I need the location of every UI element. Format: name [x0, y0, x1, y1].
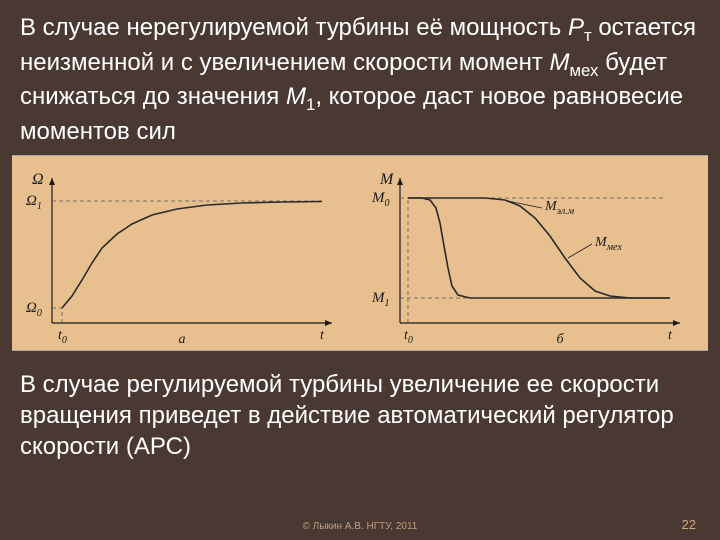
top-text-a: В случае нерегулируемой турбины её мощно… [20, 14, 568, 41]
svg-text:t: t [320, 328, 325, 343]
var-Mmex-sub: мех [570, 60, 599, 79]
svg-text:Mмех: Mмех [594, 235, 622, 253]
var-Mmex: M [550, 49, 570, 76]
chart-b-wrap: M M0 M1 Mэл.м Mмех t0 t б [370, 168, 698, 348]
svg-text:t0: t0 [58, 328, 67, 346]
footer-credit: © Лыкин А.В. НГТУ, 2011 [0, 521, 720, 532]
charts-panel: Ω Ω1 Ω0 t0 t а M M0 M1 Mэл.м Mмех t0 t б [12, 155, 708, 351]
svg-text:Mэл.м: Mэл.м [544, 199, 575, 217]
page-number: 22 [682, 517, 696, 532]
top-paragraph: В случае нерегулируемой турбины её мощно… [0, 0, 720, 155]
svg-text:M1: M1 [371, 290, 390, 309]
chart-b: M M0 M1 Mэл.м Mмех t0 t б [370, 168, 690, 348]
svg-text:M0: M0 [371, 190, 390, 209]
svg-text:б: б [556, 332, 564, 347]
chart-a: Ω Ω1 Ω0 t0 t а [22, 168, 342, 348]
svg-text:Ω1: Ω1 [26, 193, 42, 212]
var-M1-sub: 1 [306, 95, 315, 114]
var-M1: M [286, 83, 306, 110]
var-P-sub: т [584, 26, 592, 45]
svg-text:t: t [668, 328, 673, 343]
svg-text:Ω0: Ω0 [26, 300, 42, 319]
svg-text:Ω: Ω [32, 171, 44, 188]
svg-text:M: M [379, 171, 395, 188]
svg-text:а: а [179, 332, 186, 347]
bottom-paragraph: В случае регулируемой турбины увеличение… [0, 351, 720, 471]
bottom-text: В случае регулируемой турбины увеличение… [20, 371, 674, 460]
svg-text:t0: t0 [404, 328, 413, 346]
chart-a-wrap: Ω Ω1 Ω0 t0 t а [22, 168, 350, 348]
var-P: P [568, 14, 584, 41]
